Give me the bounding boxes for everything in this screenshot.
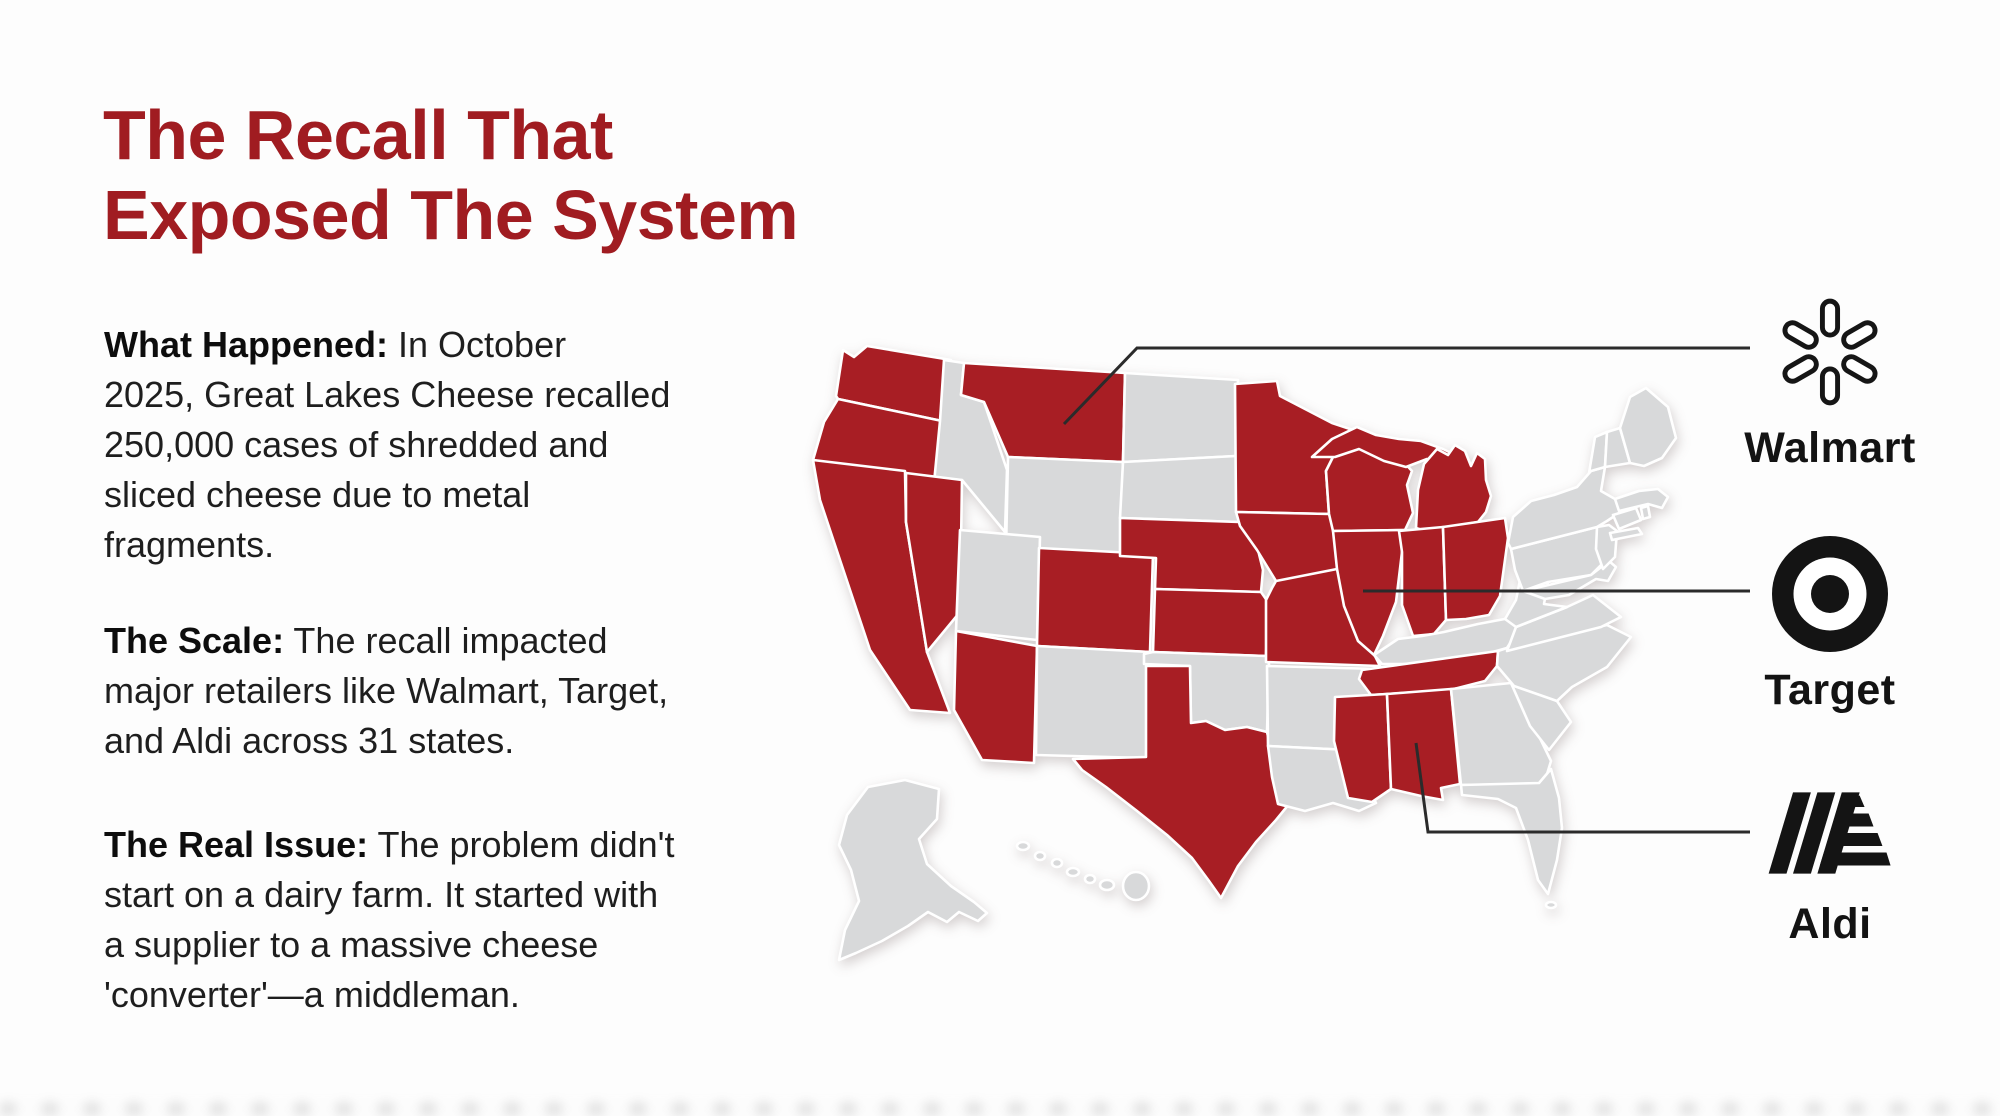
state-ri xyxy=(1639,504,1652,521)
paragraph-body: The recall impacted major retailers like… xyxy=(104,620,669,761)
paragraph-lead: What Happened: xyxy=(104,324,388,365)
retailer-label-walmart: Walmart xyxy=(1744,424,1916,472)
retailer-label-target: Target xyxy=(1764,666,1896,714)
state-ak xyxy=(837,778,989,962)
contiguous-states xyxy=(811,344,1678,910)
aldi-stripes-icon xyxy=(1768,792,1891,874)
state-ct xyxy=(1611,506,1643,531)
walmart-spark-icon xyxy=(1782,298,1878,406)
state-nm xyxy=(1034,644,1152,760)
florida-keys xyxy=(1544,900,1558,910)
state-ks xyxy=(1151,587,1270,658)
target-bullseye-icon xyxy=(1772,536,1888,652)
state-nv xyxy=(904,471,964,654)
state-ny xyxy=(1506,465,1647,551)
non-contiguous-states xyxy=(837,778,1151,962)
state-hi-island xyxy=(1015,840,1031,852)
state-co xyxy=(1035,546,1155,654)
bottom-edge-artifact xyxy=(0,1102,2000,1116)
us-states-map xyxy=(811,344,1678,962)
state-in xyxy=(1397,525,1448,638)
state-az xyxy=(952,629,1039,765)
paragraph-body: In October 2025, Great Lakes Cheese reca… xyxy=(104,324,671,565)
retailer-label-aldi: Aldi xyxy=(1788,900,1872,948)
state-hi-island xyxy=(1050,857,1064,869)
state-hi-island xyxy=(1033,850,1047,862)
paragraph-body: The problem didn't start on a dairy farm… xyxy=(104,824,675,1015)
state-ut xyxy=(954,528,1042,642)
state-hi-island xyxy=(1083,873,1097,885)
state-fl xyxy=(1459,767,1564,896)
page-title: The Recall That Exposed The System xyxy=(103,96,799,254)
state-oh xyxy=(1441,516,1510,622)
state-hi-island xyxy=(1065,866,1081,878)
state-hi-big-island xyxy=(1121,870,1151,902)
paragraph-lead: The Real Issue: xyxy=(104,824,369,865)
state-nd xyxy=(1121,371,1240,464)
state-hi-island xyxy=(1098,878,1116,892)
paragraph-lead: The Scale: xyxy=(104,620,285,661)
state-sd xyxy=(1118,454,1243,524)
long-island xyxy=(1608,526,1644,542)
state-al xyxy=(1385,687,1462,802)
state-me xyxy=(1618,386,1678,468)
paragraph-the-scale: The Scale: The recall impacted major ret… xyxy=(104,616,704,766)
paragraph-what-happened: What Happened: In October 2025, Great La… xyxy=(104,320,704,570)
paragraph-the-real-issue: The Real Issue: The problem didn't start… xyxy=(104,820,704,1020)
state-ma xyxy=(1613,487,1670,513)
